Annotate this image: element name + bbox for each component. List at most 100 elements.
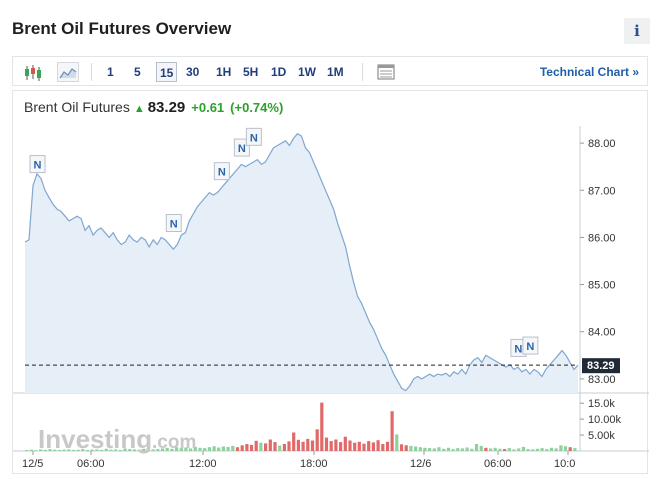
- volume-bar: [151, 449, 155, 451]
- volume-bar: [156, 449, 160, 451]
- news-marker: [522, 336, 539, 355]
- volume-bar: [235, 447, 240, 451]
- volume-bar: [179, 448, 183, 451]
- volume-bar: [240, 445, 244, 451]
- volume-bar: [268, 439, 272, 451]
- volume-bar: [57, 450, 61, 451]
- x-tick-label: 12/5: [22, 458, 43, 470]
- area-chart-button[interactable]: [57, 62, 79, 82]
- chart-toolbar: 1 5 15 30 1H 5H 1D 1W 1M Technical Chart »: [12, 56, 648, 86]
- volume-bar: [231, 445, 235, 451]
- volume-bar: [535, 448, 539, 451]
- volume-bar: [348, 440, 352, 451]
- up-arrow-icon: ▲: [133, 103, 145, 115]
- volume-bar: [132, 449, 136, 451]
- y-tick-label: 86.00: [588, 232, 616, 244]
- volume-bar: [414, 446, 418, 451]
- volume-bar: [484, 447, 488, 451]
- news-marker-label: N: [170, 219, 178, 231]
- table-icon: [377, 64, 395, 80]
- volume-bar: [90, 449, 94, 451]
- area-chart-icon: [59, 68, 77, 79]
- volume-bar: [53, 449, 57, 451]
- volume-bar: [254, 440, 258, 451]
- volume-bar: [353, 442, 357, 451]
- technical-chart-link[interactable]: Technical Chart »: [539, 65, 639, 79]
- interval-5-button[interactable]: 5: [134, 65, 141, 79]
- interval-1d-button[interactable]: 1D: [271, 65, 287, 79]
- interval-1w-button[interactable]: 1W: [298, 65, 316, 79]
- volume-bar: [193, 446, 197, 451]
- volume-bar: [362, 443, 366, 451]
- volume-bar: [376, 440, 380, 451]
- news-marker: [29, 155, 46, 174]
- interval-5h-button[interactable]: 5H: [243, 65, 259, 79]
- volume-bar: [563, 446, 568, 451]
- volume-bar: [418, 447, 422, 451]
- y-tick-label: 83.00: [588, 374, 616, 386]
- volume-bar: [165, 447, 169, 451]
- volume-bar: [517, 448, 521, 451]
- interval-30-button[interactable]: 30: [186, 65, 200, 79]
- quote-line: Brent Oil Futures ▲ 83.29 +0.61 (+0.74%): [24, 98, 283, 118]
- volume-bar: [310, 440, 315, 451]
- volume-bar: [329, 441, 333, 451]
- volume-bar: [428, 448, 432, 451]
- interval-1m-button[interactable]: 1M: [327, 65, 344, 79]
- volume-bar: [573, 448, 577, 451]
- x-tick-label: 06:00: [484, 458, 512, 470]
- volume-bar: [503, 449, 507, 451]
- volume-bar: [71, 449, 76, 451]
- y-tick-label: 88.00: [588, 138, 616, 150]
- volume-bar: [437, 447, 441, 451]
- volume-bar: [549, 447, 554, 451]
- volume-bar: [545, 449, 549, 451]
- volume-bar: [390, 411, 394, 451]
- volume-bar: [479, 445, 483, 451]
- news-marker-label: N: [218, 167, 226, 179]
- volume-bar: [498, 448, 502, 451]
- toolbar-divider: [362, 63, 363, 81]
- volume-bar: [264, 443, 268, 451]
- interval-1h-button[interactable]: 1H: [216, 65, 232, 79]
- chart-area: Brent Oil Futures ▲ 83.29 +0.61 (+0.74%) 88.…: [12, 90, 649, 475]
- volume-bar: [67, 449, 71, 451]
- volume-bar: [146, 448, 150, 451]
- volume-bar: [29, 449, 33, 451]
- volume-bar: [226, 446, 230, 451]
- volume-bar: [175, 447, 179, 451]
- info-button[interactable]: i: [624, 18, 650, 44]
- volume-bar: [292, 432, 296, 451]
- volume-bar: [104, 448, 108, 451]
- volume-bar: [81, 449, 85, 451]
- volume-bar: [395, 434, 399, 451]
- price-chart[interactable]: 88.00 87.00 86.00 85.00 84.00 83.00 83.29 15.0k…: [13, 91, 649, 475]
- volume-bar: [137, 449, 141, 451]
- y-tick-label: 84.00: [588, 327, 616, 339]
- volume-bar: [465, 447, 469, 451]
- price-area-fill: [25, 133, 578, 393]
- volume-bar: [128, 449, 132, 451]
- volume-bar: [189, 448, 193, 451]
- volume-bar: [442, 448, 446, 451]
- y-tick-label: 87.00: [588, 185, 616, 197]
- news-marker-label: N: [238, 143, 246, 155]
- instrument-name: Brent Oil Futures: [24, 99, 130, 115]
- current-price-tag: [582, 358, 620, 374]
- volume-bar: [451, 449, 455, 451]
- volume-bar: [521, 446, 525, 451]
- interval-1-button[interactable]: 1: [107, 65, 114, 79]
- volume-bar: [339, 442, 343, 451]
- table-view-button[interactable]: [375, 62, 397, 82]
- interval-15-button[interactable]: 15: [156, 62, 178, 82]
- volume-tick-label: 15.0k: [588, 398, 615, 410]
- volume-bar: [526, 449, 530, 451]
- volume-bar: [217, 447, 221, 451]
- news-marker-label: N: [250, 132, 258, 144]
- news-marker-label: N: [514, 343, 522, 355]
- candlestick-chart-button[interactable]: [21, 62, 43, 82]
- volume-bar: [43, 449, 47, 451]
- volume-bar: [507, 448, 511, 451]
- last-price: 83.29: [147, 99, 186, 116]
- volume-bar: [62, 449, 66, 451]
